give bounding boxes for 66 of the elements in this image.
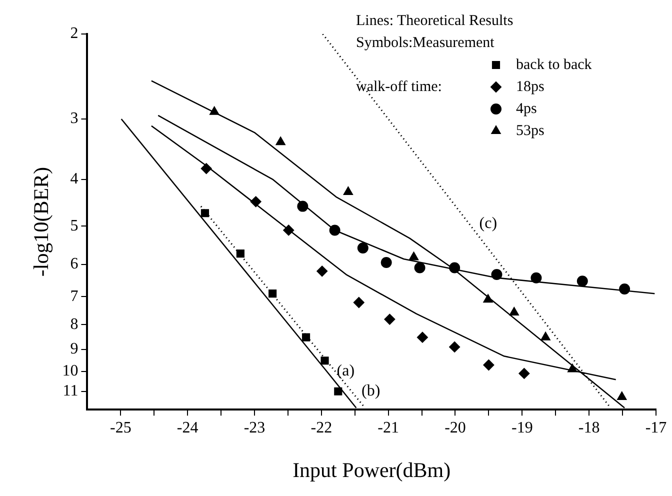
point [343, 186, 354, 196]
point [283, 224, 294, 236]
point [483, 359, 494, 370]
legend-label: 18ps [516, 78, 544, 97]
y-tick-label: 4 [70, 170, 78, 188]
point [408, 252, 419, 260]
legend-title: walk-off time: [356, 78, 443, 97]
point [416, 332, 428, 343]
x-tick-label: -23 [244, 419, 266, 436]
point [302, 333, 310, 342]
point [491, 269, 502, 280]
point [449, 262, 460, 274]
x-tick-label: -21 [378, 419, 399, 436]
point [320, 356, 329, 365]
y-tick-label: 9 [70, 340, 78, 358]
point [334, 387, 342, 396]
x-tick-label: -25 [110, 419, 132, 436]
y-tick-label: 3 [70, 110, 78, 128]
legend-label: back to back [516, 56, 592, 75]
point [268, 290, 277, 298]
point [210, 106, 220, 115]
y-tick-label: 8 [70, 316, 78, 333]
point [200, 163, 212, 174]
x-tick-label: -19 [512, 419, 533, 436]
x-tick-label: -17 [645, 419, 667, 436]
x-tick-label: -24 [176, 419, 198, 436]
x-axis-title: Input Power(dBm) [292, 458, 451, 482]
point [530, 272, 542, 284]
annotation: Symbols:Measurement [356, 34, 496, 53]
series-label: (a) [336, 362, 355, 380]
x-tick-label: -20 [444, 419, 466, 436]
point [449, 341, 460, 352]
series-label: (c) [479, 215, 498, 232]
point [414, 262, 426, 274]
series-label: (b) [362, 382, 380, 400]
point [276, 136, 286, 146]
y-tick-label: 7 [70, 288, 78, 305]
point [617, 392, 627, 400]
y-tick-label: 6 [70, 256, 78, 272]
point [353, 297, 364, 308]
y-tick-label: 11 [62, 382, 78, 400]
point [619, 283, 630, 294]
point [576, 276, 588, 287]
legend-label: 4ps [516, 100, 537, 119]
y-tick-label: 10 [62, 362, 78, 380]
point [297, 200, 308, 212]
point [329, 224, 340, 236]
point [250, 196, 262, 208]
point [540, 332, 550, 340]
point [518, 368, 530, 379]
point [316, 266, 328, 277]
x-tick-label: -22 [310, 419, 332, 436]
legend-label: 53ps [516, 122, 544, 141]
point [200, 209, 210, 218]
point [483, 294, 493, 303]
y-tick-label: 5 [70, 217, 78, 234]
point [509, 306, 519, 316]
point [384, 314, 396, 325]
point [568, 364, 578, 372]
point [236, 250, 244, 258]
text: Lines: Theoretical Results [356, 12, 514, 31]
point [357, 242, 368, 254]
x-tick-label: -18 [578, 419, 600, 436]
point [380, 257, 392, 268]
y-tick-label: 2 [70, 25, 78, 42]
y-axis-title: -log10(BER) [29, 166, 54, 277]
